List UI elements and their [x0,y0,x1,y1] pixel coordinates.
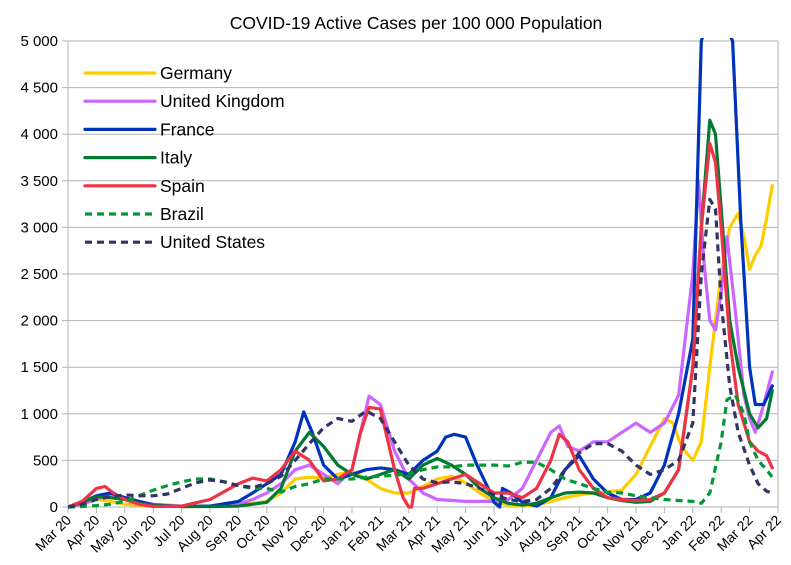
legend-entry-brazil: Brazil [85,204,204,224]
y-tick-label: 3 000 [20,219,58,236]
series-line-brazil [68,393,774,509]
plot-area [68,38,774,509]
legend-label: France [160,119,214,139]
y-tick-label: 2 500 [20,266,58,283]
y-tick-label: 1 500 [20,359,58,376]
legend-label: Spain [160,176,205,196]
y-tick-label: 3 500 [20,173,58,190]
y-tick-label: 0 [50,499,58,516]
series-line-france [68,38,774,509]
legend-label: United States [160,232,265,252]
y-tick-label: 2 000 [20,313,58,330]
legend-entry-united-kingdom: United Kingdom [83,91,285,111]
legend-label: United Kingdom [160,91,285,111]
legend-entry-italy: Italy [83,148,192,168]
chart-title: COVID-19 Active Cases per 100 000 Popula… [230,13,603,33]
legend-entry-france: France [83,119,214,139]
y-tick-label: 500 [33,452,58,469]
legend-label: Germany [160,63,232,83]
gridlines [68,40,778,461]
y-tick-label: 1 000 [20,406,58,423]
y-tick-label: 4 000 [20,126,58,143]
y-tick-label: 5 000 [20,33,58,50]
legend-entry-germany: Germany [83,63,232,83]
legend: Germany United Kingdom France Italy Spain Bra… [83,63,285,252]
legend-entry-united-states: United States [85,232,265,252]
y-tick-label: 4 500 [20,80,58,97]
legend-label: Italy [160,148,192,168]
legend-label: Brazil [160,204,204,224]
y-axis-ticks: 0 500 1 000 1 500 2 000 2 500 3 000 3 500 4 000 4… [20,33,68,516]
legend-entry-spain: Spain [83,176,205,196]
